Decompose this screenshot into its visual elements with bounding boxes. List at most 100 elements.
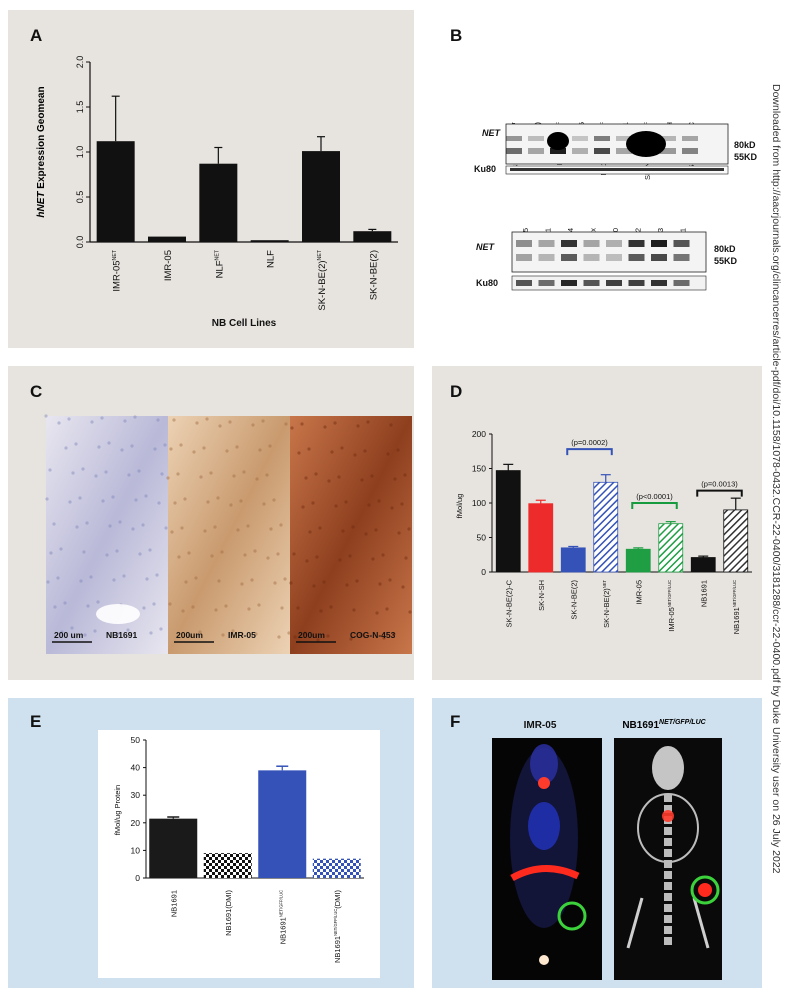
ihc-cell [79, 579, 83, 583]
ihc-cell [118, 520, 122, 524]
ihc-cell [94, 474, 98, 478]
pet-right-leg [626, 897, 644, 949]
ihc-cell [268, 444, 272, 448]
ihc-cell [296, 606, 300, 610]
x-tick-label: NB1691 [169, 890, 178, 917]
download-note: Downloaded from http://aacrjournals.org/… [766, 80, 786, 960]
ihc-cell [59, 547, 63, 551]
ihc-cell [382, 636, 386, 640]
bar [560, 547, 586, 573]
ihc-cell [396, 448, 400, 452]
ihc-cell [126, 628, 130, 632]
ihc-cell [344, 500, 348, 504]
ihc-cell [363, 449, 367, 453]
ihc-cell [194, 576, 198, 580]
panel-a: A 0.0 0.5 1.0 1.5 2.0 hNET Expression Geomean… [8, 10, 414, 348]
ihc-cell [352, 608, 356, 612]
ihc-cell [284, 422, 288, 426]
y-tick-label: 30 [131, 790, 141, 800]
x-tick-label: NB1691 [699, 580, 708, 607]
panel-d-chart: 0 50 100 150 200 fMol/ug SK-N-BE(2)-C SK-N-SH SK… [455, 429, 752, 634]
ihc-cell [246, 524, 250, 528]
ihc-cell [45, 497, 49, 501]
ihc-cell [142, 606, 146, 610]
ihc-cell [403, 473, 407, 477]
panel-b-blots: SK-N-BE(2)NETSK-N-BE(2)IMR-05NET/GFP/LUC… [474, 121, 758, 291]
blot1-band-80kd [616, 136, 632, 141]
pet-right-vertebra [664, 849, 672, 857]
y-tick-label: 50 [131, 735, 141, 745]
blot1-band-55kd [506, 148, 522, 154]
ihc-cell [337, 475, 341, 479]
blot2-band-80kd [606, 240, 622, 247]
ihc-cell [144, 494, 148, 498]
ihc-cell [199, 475, 203, 479]
ihc-cell [377, 499, 381, 503]
blot1-band-80kd [594, 136, 610, 141]
ihc-cell [243, 553, 247, 557]
significance-bracket [696, 489, 743, 497]
ihc-cell [159, 627, 163, 631]
ihc-cell [304, 476, 308, 480]
blot2-row-ku80: Ku80 [476, 278, 498, 288]
ihc-cell [297, 451, 301, 455]
y-axis-label: fMol/ug [455, 494, 464, 519]
ihc-cell [279, 523, 283, 527]
ihc-cell [341, 529, 345, 533]
pet-left-liver [528, 802, 560, 850]
ihc-cell [265, 473, 269, 477]
x-tick-label: NLFNET [214, 249, 225, 278]
y-tick-label: 50 [477, 533, 487, 543]
ihc-cell [326, 634, 330, 638]
ihc-cell [305, 559, 309, 563]
ihc-cell [318, 526, 322, 530]
x-tick-label: SK-N-BE(2) [368, 250, 379, 300]
panel-d-label: D [450, 382, 463, 401]
bar [528, 503, 554, 573]
ihc-cell [247, 607, 251, 611]
ihc-cell [52, 522, 56, 526]
bar [258, 770, 307, 878]
ihc-cell [81, 467, 85, 471]
ihc-cell [157, 501, 161, 505]
ihc-cell [218, 424, 222, 428]
ihc-cell [348, 554, 352, 558]
ihc-cell [393, 477, 397, 481]
ihc-cell [86, 604, 90, 608]
ihc-cell [253, 549, 257, 553]
blot2-ku80-band [651, 280, 667, 286]
ihc-cell [188, 634, 192, 638]
blot2-band-80kd [583, 240, 600, 247]
ihc-cell [169, 447, 173, 451]
blot1-band-55kd [682, 148, 698, 154]
ihc-cell [239, 499, 243, 503]
x-axis-label: NB Cell Lines [212, 318, 277, 329]
ihc-cell [179, 443, 183, 447]
ihc-cell [183, 497, 187, 501]
ihc-cell [49, 551, 53, 555]
ihc-cell [170, 530, 174, 534]
blot2-kd-55: 55KD [714, 256, 738, 266]
blot2-kd-80: 80kD [714, 244, 736, 254]
ihc-cell [345, 583, 349, 587]
ihc-cell [74, 442, 78, 446]
panel-f-pet-images: IMR-05 NB1691NET/GFP/LUC [492, 719, 722, 980]
ihc-cell [351, 525, 355, 529]
ihc-cell [93, 629, 97, 633]
ihc-cell [277, 635, 281, 639]
ihc-cell [323, 425, 327, 429]
blot1-band-80kd [528, 136, 544, 141]
pet-right-title: NB1691NET/GFP/LUC [622, 719, 706, 731]
x-tick-label: IMR-05 [634, 580, 643, 605]
ihc-cell [262, 502, 266, 506]
ihc-cell [104, 470, 108, 474]
ihc-cell [276, 552, 280, 556]
ihc-cell [120, 448, 124, 452]
y-tick-label: 1.5 [75, 101, 85, 114]
bar [302, 151, 340, 242]
ihc-cell [101, 499, 105, 503]
ihc-cell [82, 550, 86, 554]
ihc-cell [85, 521, 89, 525]
ihc-cell [408, 610, 412, 614]
ihc-cell [255, 477, 259, 481]
